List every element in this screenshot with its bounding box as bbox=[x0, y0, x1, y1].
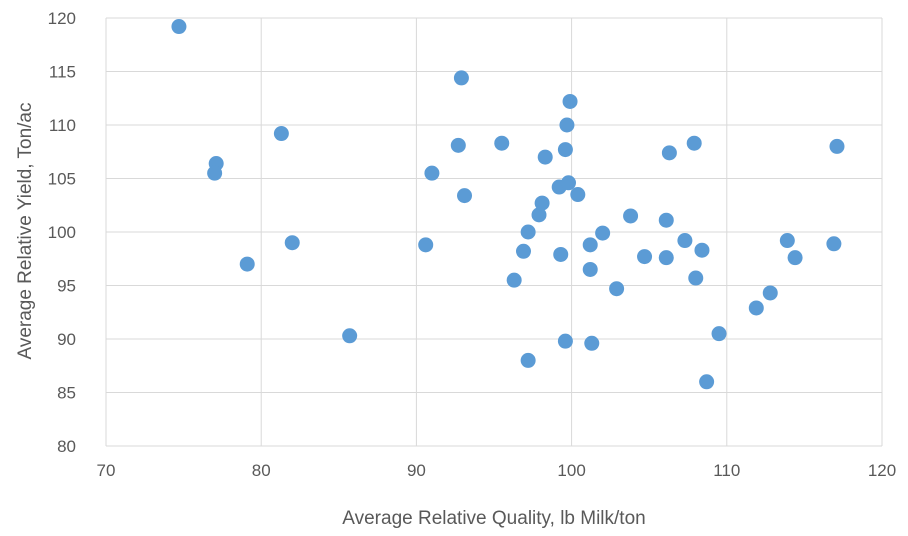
y-tick-label: 95 bbox=[57, 277, 76, 296]
data-point bbox=[207, 165, 223, 181]
data-point bbox=[494, 135, 510, 151]
data-points bbox=[171, 19, 845, 390]
y-tick-label: 120 bbox=[48, 9, 76, 28]
data-point bbox=[595, 225, 611, 241]
data-point bbox=[826, 236, 842, 252]
data-point bbox=[560, 175, 576, 191]
data-point bbox=[762, 285, 778, 301]
data-point bbox=[273, 126, 289, 142]
data-point bbox=[661, 145, 677, 161]
data-point bbox=[557, 333, 573, 349]
data-point bbox=[570, 187, 586, 203]
y-axis-title: Average Relative Yield, Ton/ac bbox=[15, 102, 36, 359]
data-point bbox=[534, 195, 550, 211]
data-point bbox=[239, 256, 255, 272]
y-tick-label: 115 bbox=[49, 63, 76, 82]
data-point bbox=[694, 242, 710, 258]
data-point bbox=[686, 135, 702, 151]
data-point bbox=[829, 138, 845, 154]
x-axis-title: Average Relative Quality, lb Milk/ton bbox=[342, 508, 645, 529]
tick-labels: 70 80 90 100 110 120 80 85 90 95 100 105 110 115 120 bbox=[48, 9, 897, 480]
data-point bbox=[520, 224, 536, 240]
y-tick-label: 80 bbox=[57, 437, 76, 456]
y-tick-label: 85 bbox=[57, 384, 76, 403]
data-point bbox=[582, 261, 598, 277]
data-point bbox=[779, 233, 795, 249]
data-point bbox=[688, 270, 704, 286]
data-point bbox=[711, 326, 727, 342]
data-point bbox=[584, 335, 600, 351]
data-point bbox=[515, 243, 531, 259]
x-tick-label: 70 bbox=[97, 461, 116, 480]
data-point bbox=[342, 328, 358, 344]
data-point bbox=[557, 142, 573, 158]
data-point bbox=[457, 188, 473, 204]
x-tick-label: 80 bbox=[252, 461, 271, 480]
data-point bbox=[520, 352, 536, 368]
data-point bbox=[284, 235, 300, 251]
data-point bbox=[658, 212, 674, 228]
y-tick-label: 90 bbox=[57, 330, 76, 349]
x-tick-label: 120 bbox=[868, 461, 896, 480]
data-point bbox=[677, 233, 693, 249]
x-tick-label: 110 bbox=[713, 461, 740, 480]
data-point bbox=[450, 137, 466, 153]
x-tick-label: 90 bbox=[407, 461, 426, 480]
data-point bbox=[582, 237, 598, 253]
data-point bbox=[658, 250, 674, 266]
data-point bbox=[424, 165, 440, 181]
data-point bbox=[531, 207, 547, 223]
data-point bbox=[506, 272, 522, 288]
y-tick-label: 100 bbox=[48, 223, 76, 242]
x-tick-label: 100 bbox=[557, 461, 585, 480]
y-tick-label: 105 bbox=[48, 170, 76, 189]
y-tick-label: 110 bbox=[49, 116, 76, 135]
data-point bbox=[453, 70, 469, 86]
data-point bbox=[748, 300, 764, 316]
data-point bbox=[559, 117, 575, 133]
data-point bbox=[553, 246, 569, 262]
data-point bbox=[637, 249, 653, 265]
data-point bbox=[699, 374, 715, 390]
data-point bbox=[623, 208, 639, 224]
gridlines bbox=[105, 17, 883, 447]
data-point bbox=[562, 93, 578, 109]
data-point bbox=[171, 19, 187, 35]
data-point bbox=[609, 281, 625, 297]
data-point bbox=[537, 149, 553, 165]
data-point bbox=[418, 237, 434, 253]
data-point bbox=[787, 250, 803, 266]
